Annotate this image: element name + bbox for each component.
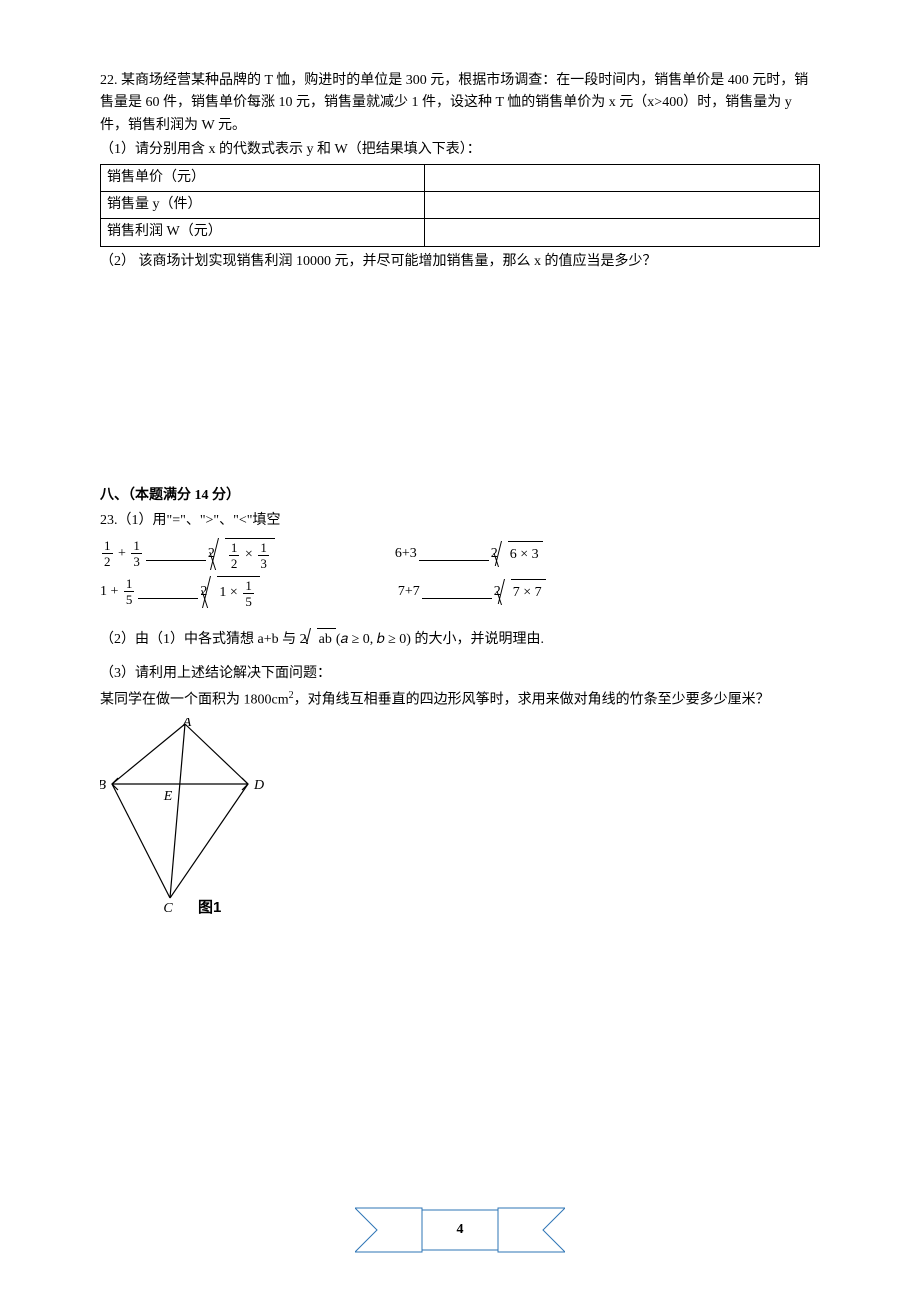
q22-sub1: （1）请分别用含 x 的代数式表示 y 和 W（把结果填入下表）： <box>100 139 820 161</box>
cell-r3c1: 销售利润 W（元） <box>101 219 425 246</box>
times: × <box>226 582 241 604</box>
q23-sub3b: 某同学在做一个面积为 1800cm2，对角线互相垂直的四边形风筝时，求用来做对角… <box>100 688 820 712</box>
cell-r3c2 <box>424 219 819 246</box>
sqrt: 1 2 × 1 3 <box>215 538 275 570</box>
num: 1 <box>102 539 113 553</box>
blank[interactable] <box>146 547 206 561</box>
table-row: 销售量 y（件） <box>101 191 820 218</box>
q22-table: 销售单价（元） 销售量 y（件） 销售利润 W（元） <box>100 164 820 247</box>
q23-sub3a: （3）请利用上述结论解决下面问题： <box>100 663 820 685</box>
frac: 1 3 <box>258 541 269 570</box>
den: 5 <box>124 591 135 606</box>
sqrt-body: 7 × 7 <box>511 579 546 604</box>
sqrt: ab <box>307 628 336 651</box>
spacer <box>100 275 820 485</box>
num: 1 <box>229 541 240 555</box>
q22-sub2: （2） 该商场计划实现销售利润 10000 元，并尽可能增加销售量，那么 x 的… <box>100 251 820 273</box>
spacer <box>100 614 820 628</box>
blank[interactable] <box>422 585 492 599</box>
q23-line1: 23.（1）用"="、">"、"<"填空 <box>100 510 820 532</box>
svg-text:C: C <box>163 901 173 916</box>
text: ，对角线互相垂直的四边形风筝时，求用来做对角线的竹条至少要多少厘米？ <box>294 692 770 707</box>
den: 3 <box>131 553 142 568</box>
times: × <box>241 544 256 566</box>
sqrt-body: ab <box>317 628 336 651</box>
blank[interactable] <box>138 585 198 599</box>
r2-left: 1 + 1 5 2 1 × 1 5 <box>100 576 260 608</box>
kite-svg: A B D C E 图1 <box>100 718 280 918</box>
r1-right: 6+3 2 6 × 3 <box>395 541 543 566</box>
q22-text: 22. 某商场经营某种品牌的 T 恤，购进时的单位是 300 元，根据市场调查：… <box>100 70 820 137</box>
svg-text:B: B <box>100 778 106 793</box>
den: 5 <box>243 593 254 608</box>
sqrt: 1 × 1 5 <box>207 576 259 608</box>
sqrt: 7 × 7 <box>501 579 546 604</box>
kite-figure: A B D C E 图1 <box>100 718 820 926</box>
num: 1 <box>124 577 135 591</box>
text: （2）由（1）中各式猜想 a+b 与 2 <box>100 632 307 647</box>
page-footer: 4 <box>355 1202 565 1258</box>
frac: 1 2 <box>229 541 240 570</box>
sqrt-body: 6 × 3 <box>508 541 543 566</box>
term: 1 <box>219 582 226 604</box>
frac: 1 2 <box>102 539 113 568</box>
sqrt: 6 × 3 <box>498 541 543 566</box>
text: (𝑎 ≥ 0, 𝑏 ≥ 0) 的大小，并说明理由. <box>336 632 544 647</box>
text: 某同学在做一个面积为 1800cm <box>100 692 289 707</box>
lhs: 6+3 <box>395 543 417 565</box>
cell-r2c2 <box>424 191 819 218</box>
cell-r1c1: 销售单价（元） <box>101 164 425 191</box>
plus: + <box>115 543 130 565</box>
num: 1 <box>243 579 254 593</box>
q23-heading: 八、（本题满分 14 分） <box>100 485 820 507</box>
table-row: 销售单价（元） <box>101 164 820 191</box>
q23-sub2: （2）由（1）中各式猜想 a+b 与 2 ab(𝑎 ≥ 0, 𝑏 ≥ 0) 的大小… <box>100 628 820 651</box>
cell-r2c1: 销售量 y（件） <box>101 191 425 218</box>
cell-r1c2 <box>424 164 819 191</box>
lhs: 7+7 <box>398 581 420 603</box>
spacer <box>100 653 820 663</box>
svg-text:D: D <box>253 778 264 793</box>
svg-text:E: E <box>163 789 173 804</box>
num: 1 <box>131 539 142 553</box>
svg-text:图1: 图1 <box>198 899 221 916</box>
num: 1 <box>258 541 269 555</box>
plus: + <box>107 581 122 603</box>
term: 1 <box>100 581 107 603</box>
q23-row1: 1 2 + 1 3 2 1 2 × 1 3 6+3 <box>100 538 820 570</box>
frac: 1 5 <box>124 577 135 606</box>
blank[interactable] <box>419 547 489 561</box>
den: 2 <box>102 553 113 568</box>
table-row: 销售利润 W（元） <box>101 219 820 246</box>
r1-left: 1 2 + 1 3 2 1 2 × 1 3 <box>100 538 275 570</box>
den: 3 <box>258 555 269 570</box>
frac: 1 3 <box>131 539 142 568</box>
r2-right: 7+7 2 7 × 7 <box>398 579 546 604</box>
svg-text:A: A <box>182 718 192 730</box>
den: 2 <box>229 555 240 570</box>
q23-row2: 1 + 1 5 2 1 × 1 5 7+7 2 7 × 7 <box>100 576 820 608</box>
page-number: 4 <box>457 1219 464 1241</box>
frac: 1 5 <box>243 579 254 608</box>
